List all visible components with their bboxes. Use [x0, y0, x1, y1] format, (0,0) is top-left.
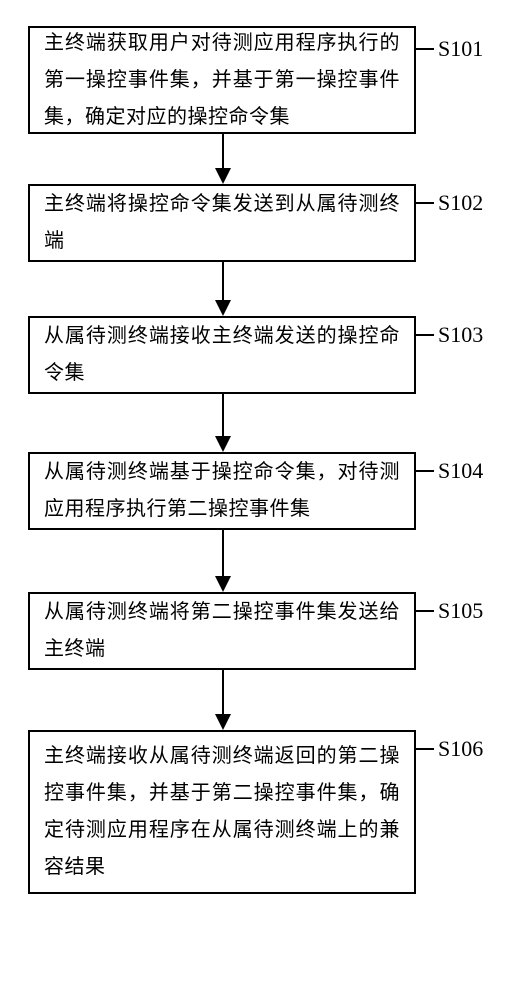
flow-node-n4: 从属待测终端基于操控命令集，对待测应用程序执行第二操控事件集 [28, 452, 416, 530]
flow-arrow-line [222, 530, 224, 576]
leader-line [416, 470, 434, 472]
leader-line [416, 748, 434, 750]
flow-arrow-line [222, 394, 224, 436]
flow-step-label: S106 [438, 736, 483, 762]
flow-node-n1: 主终端获取用户对待测应用程序执行的第一操控事件集，并基于第一操控事件集，确定对应… [28, 26, 416, 134]
flow-node-n6: 主终端接收从属待测终端返回的第二操控事件集，并基于第二操控事件集，确定待测应用程… [28, 730, 416, 894]
leader-line [416, 610, 434, 612]
flow-node-text: 从属待测终端基于操控命令集，对待测应用程序执行第二操控事件集 [44, 454, 400, 528]
flow-step-label: S104 [438, 458, 483, 484]
flow-node-n2: 主终端将操控命令集发送到从属待测终端 [28, 184, 416, 262]
leader-line [416, 334, 434, 336]
flow-node-text: 从属待测终端接收主终端发送的操控命令集 [44, 318, 400, 392]
flow-node-text: 主终端获取用户对待测应用程序执行的第一操控事件集，并基于第一操控事件集，确定对应… [44, 25, 400, 136]
flow-arrow-line [222, 262, 224, 300]
flow-step-label: S101 [438, 36, 483, 62]
flow-node-text: 主终端接收从属待测终端返回的第二操控事件集，并基于第二操控事件集，确定待测应用程… [44, 738, 400, 886]
flowchart-canvas: 主终端获取用户对待测应用程序执行的第一操控事件集，并基于第一操控事件集，确定对应… [0, 0, 522, 1000]
flow-arrow-line [222, 670, 224, 714]
flow-arrow-head-icon [215, 300, 231, 316]
flow-step-label: S102 [438, 190, 483, 216]
flow-node-n5: 从属待测终端将第二操控事件集发送给主终端 [28, 592, 416, 670]
flow-arrow-head-icon [215, 714, 231, 730]
leader-line [416, 48, 434, 50]
flow-arrow-head-icon [215, 168, 231, 184]
flow-node-text: 从属待测终端将第二操控事件集发送给主终端 [44, 594, 400, 668]
flow-arrow-head-icon [215, 436, 231, 452]
flow-node-n3: 从属待测终端接收主终端发送的操控命令集 [28, 316, 416, 394]
flow-arrow-head-icon [215, 576, 231, 592]
flow-step-label: S105 [438, 598, 483, 624]
flow-node-text: 主终端将操控命令集发送到从属待测终端 [44, 186, 400, 260]
leader-line [416, 202, 434, 204]
flow-step-label: S103 [438, 322, 483, 348]
flow-arrow-line [222, 134, 224, 168]
